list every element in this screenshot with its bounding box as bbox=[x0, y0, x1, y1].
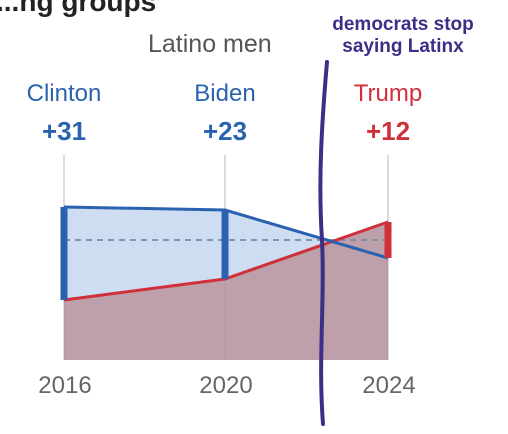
republican-area bbox=[64, 222, 388, 360]
cut-off-heading: ...ng groups bbox=[0, 0, 157, 17]
candidate-label-trump: Trump bbox=[353, 80, 423, 107]
x-tick-2024: 2024 bbox=[362, 372, 416, 399]
candidate-label-biden: Biden bbox=[194, 80, 256, 107]
handwritten-annotation: democrats stop saying Latinx bbox=[332, 14, 474, 57]
x-tick-2020: 2020 bbox=[199, 372, 253, 399]
chart-title: Latino men bbox=[148, 30, 272, 58]
annotation-divider-stroke bbox=[318, 60, 329, 426]
margin-label-clinton: +31 bbox=[41, 116, 87, 146]
candidate-label-clinton: Clinton bbox=[26, 80, 102, 107]
democrat-lead-band bbox=[64, 207, 333, 300]
margin-label-trump: +12 bbox=[365, 116, 411, 146]
x-tick-2016: 2016 bbox=[38, 372, 92, 399]
margin-label-biden: +23 bbox=[202, 116, 248, 146]
